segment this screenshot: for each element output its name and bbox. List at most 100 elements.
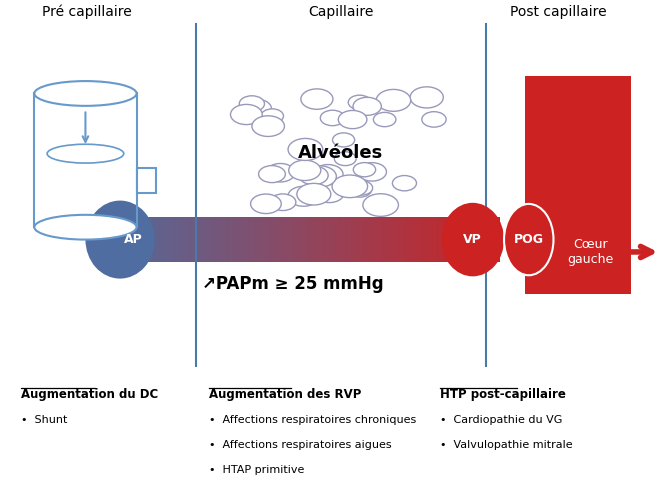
Bar [230,217,232,262]
Bar [181,217,183,262]
Ellipse shape [312,164,343,184]
Bar [332,217,334,262]
Bar [439,217,441,262]
Bar [218,217,220,262]
Bar [150,217,153,262]
Bar [204,217,206,262]
Bar [265,217,267,262]
Text: POG: POG [514,233,544,246]
Bar [471,217,473,262]
Text: Capillaire: Capillaire [308,5,373,19]
Ellipse shape [303,166,336,187]
Bar [396,217,398,262]
Bar [137,217,139,262]
Text: •  Shunt: • Shunt [21,415,68,425]
Bar [371,217,373,262]
Bar [451,217,453,262]
Bar [487,217,489,262]
Bar [188,217,190,262]
Bar [187,217,189,262]
Bar [121,217,123,262]
Bar [495,217,497,262]
Bar [199,217,201,262]
Bar [456,217,458,262]
Bar [409,217,411,262]
Text: VP: VP [463,233,482,246]
Bar [417,217,419,262]
Bar [459,217,461,262]
Bar [389,217,391,262]
Bar [149,217,151,262]
Bar [155,217,157,262]
Bar [408,217,410,262]
Bar [469,217,471,262]
Ellipse shape [393,175,416,191]
Bar [421,217,424,262]
Ellipse shape [266,163,295,182]
Bar [473,217,475,262]
Bar [453,217,455,262]
Bar [146,217,148,262]
Bar [431,217,433,262]
Bar [359,217,361,262]
Text: HTP post-capillaire: HTP post-capillaire [440,388,565,401]
Text: •  Affections respiratoires aigues: • Affections respiratoires aigues [209,440,392,450]
Bar [337,217,339,262]
Bar [384,217,386,262]
Ellipse shape [332,133,355,147]
Ellipse shape [288,138,322,160]
Bar [97,217,99,262]
Ellipse shape [289,160,321,180]
Bar [482,217,484,262]
Bar [184,217,186,262]
Bar [180,217,182,262]
Bar [224,217,226,262]
Bar [353,217,355,262]
Bar [486,217,488,262]
Bar [361,217,363,262]
Bar [113,217,115,262]
Bar [219,217,221,262]
Bar [168,217,170,262]
Bar [248,217,250,262]
Bar [362,217,364,262]
Bar [334,217,336,262]
Bar [200,217,202,262]
Bar [148,217,150,262]
Bar [299,217,301,262]
Bar [286,217,288,262]
Bar [355,217,357,262]
Bar [348,217,350,262]
Bar [222,217,224,262]
Bar [494,217,496,262]
Bar [136,168,156,192]
Ellipse shape [85,200,155,279]
Bar [166,217,167,262]
Bar [432,217,434,262]
Bar [385,217,387,262]
Bar [405,217,407,262]
Bar [438,217,440,262]
Bar [283,217,285,262]
Bar [101,217,103,262]
Bar [247,217,249,262]
Bar [261,217,263,262]
Bar [103,217,105,262]
Bar [321,217,323,262]
Bar [435,217,437,262]
Ellipse shape [504,204,553,275]
Ellipse shape [259,166,285,182]
Bar [452,217,454,262]
Bar [130,217,132,262]
Bar [410,217,412,262]
Bar [163,217,165,262]
Bar [493,217,495,262]
Ellipse shape [34,215,136,239]
Bar [416,217,418,262]
Bar [328,217,330,262]
Ellipse shape [338,110,367,129]
Bar [134,217,136,262]
Bar [231,217,233,262]
Bar [317,217,319,262]
Bar [107,217,109,262]
